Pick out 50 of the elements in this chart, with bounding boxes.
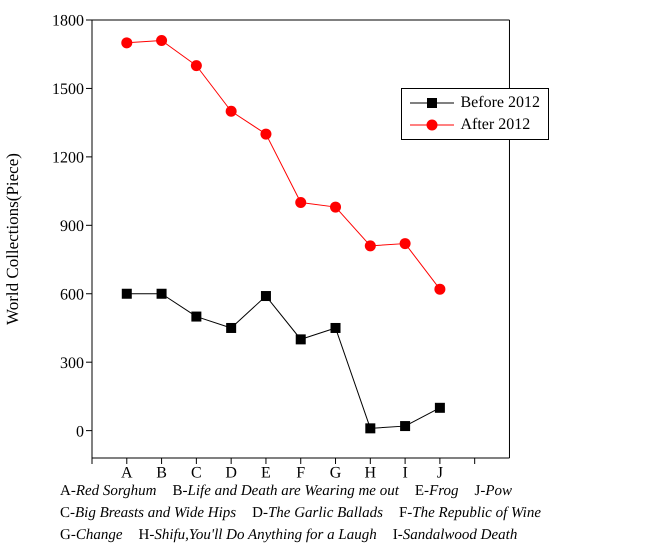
text: E-Frog	[414, 483, 459, 499]
text: D-The Garlic Ballads	[252, 505, 383, 521]
x-tick-label: J	[436, 464, 444, 482]
point	[434, 402, 445, 413]
y-tick-label: 1200	[52, 150, 84, 167]
point	[296, 334, 306, 344]
y-tick-label: 600	[60, 286, 84, 304]
legend-label: After 2012	[460, 116, 530, 134]
y-tick-label: 1800	[52, 12, 84, 30]
point	[156, 35, 168, 46]
point	[226, 106, 237, 117]
point	[400, 421, 410, 432]
text: C-Big Breasts and Wide Hips	[60, 505, 236, 521]
text: I-Sandalwood Death	[392, 527, 518, 543]
point	[365, 423, 376, 434]
text: J-Pow	[474, 483, 512, 499]
point	[191, 312, 202, 322]
point	[260, 128, 272, 140]
point	[364, 240, 376, 252]
text: A-Red Sorghum	[60, 483, 157, 499]
y-tick-label: 900	[60, 218, 84, 235]
y-tick-label: 0	[76, 423, 84, 440]
point	[121, 37, 132, 48]
text: B-Life and Death are Wearing me out	[172, 483, 399, 499]
x-tick-label: H	[364, 464, 377, 482]
point	[400, 238, 411, 250]
x-tick-label: F	[296, 464, 306, 482]
x-tick-label: C	[191, 464, 202, 482]
text: G-Change	[60, 527, 122, 543]
point	[295, 197, 306, 208]
x-tick-label: D	[225, 464, 237, 482]
y-axis-title: World Collections(Piece)	[3, 153, 22, 325]
y-tick-label: 1500	[52, 81, 84, 98]
point	[330, 202, 342, 213]
point	[190, 60, 202, 72]
legend-label: Before 2012	[460, 94, 540, 112]
y-tick-label: 300	[60, 354, 84, 372]
point	[260, 291, 271, 302]
x-tick-label: G	[330, 464, 342, 482]
point	[226, 322, 236, 333]
point	[122, 288, 132, 299]
x-tick-label: B	[156, 464, 167, 482]
point	[156, 288, 167, 299]
point	[330, 322, 341, 333]
text: H-Shifu,You'll Do Anything for a Laugh	[138, 527, 377, 543]
point	[434, 284, 446, 295]
x-tick-label: I	[402, 464, 408, 482]
text: F-The Republic of Wine	[398, 505, 542, 521]
x-tick-label: E	[261, 464, 271, 482]
x-tick-label: A	[121, 464, 134, 482]
